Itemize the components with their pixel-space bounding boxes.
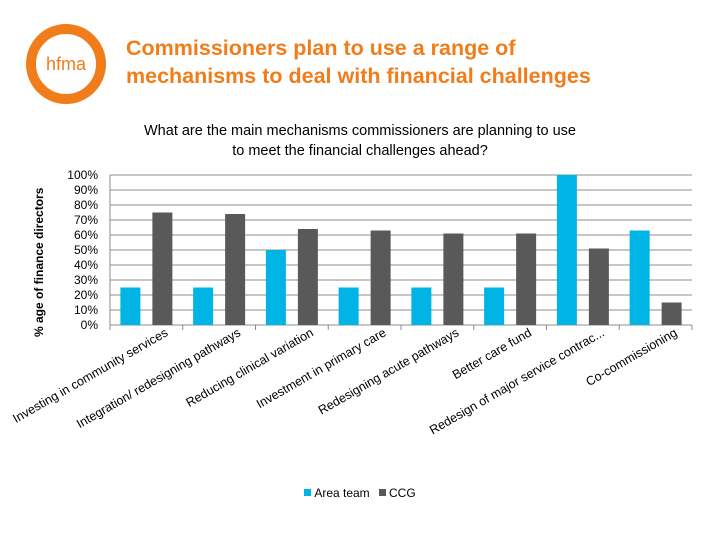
- legend-swatch-ccg: [379, 489, 387, 496]
- y-tick-label: 0%: [81, 318, 99, 332]
- bar-area-team: [120, 287, 141, 325]
- slide-title-line2: mechanisms to deal with financial challe…: [126, 64, 591, 88]
- bar-area-team: [193, 287, 214, 325]
- bar-area-team: [411, 287, 432, 325]
- bar-area-team: [265, 250, 286, 325]
- legend-item-area-team: Area team: [304, 486, 370, 500]
- bar-ccg: [516, 233, 537, 325]
- x-category-label: Reducing clinical variation: [184, 325, 316, 409]
- y-tick-label: 90%: [74, 183, 98, 197]
- y-tick-label: 20%: [74, 288, 98, 302]
- bar-ccg: [152, 212, 173, 325]
- slide-title: Commissioners plan to use a range of mec…: [126, 34, 706, 90]
- chart-title: What are the main mechanisms commissione…: [60, 121, 660, 161]
- y-tick-label: 70%: [74, 213, 98, 227]
- bar-area-team: [338, 287, 359, 325]
- y-tick-label: 50%: [74, 243, 98, 257]
- y-tick-label: 30%: [74, 273, 98, 287]
- bar-ccg: [588, 248, 609, 325]
- y-tick-label: 80%: [74, 198, 98, 212]
- y-tick-label: 10%: [74, 303, 98, 317]
- bar-area-team: [484, 287, 505, 325]
- logo-text: hfma: [46, 54, 87, 74]
- legend-label-ccg: CCG: [389, 486, 416, 500]
- chart-title-line1: What are the main mechanisms commissione…: [144, 123, 576, 139]
- hfma-logo: hfma: [26, 24, 106, 104]
- bar-area-team: [629, 230, 650, 325]
- legend-swatch-area-team: [304, 489, 312, 496]
- bar-chart: 0%10%20%30%40%50%60%70%80%90%100%Investi…: [10, 168, 693, 437]
- bar-ccg: [661, 302, 682, 325]
- legend: Area team CCG: [0, 486, 720, 500]
- chart-title-line2: to meet the financial challenges ahead?: [232, 143, 488, 159]
- y-tick-label: 40%: [74, 258, 98, 272]
- slide-title-line1: Commissioners plan to use a range of: [126, 36, 516, 60]
- bar-ccg: [370, 230, 391, 325]
- bar-ccg: [297, 229, 318, 325]
- legend-label-area-team: Area team: [314, 486, 370, 500]
- x-category-label: Investment in primary care: [254, 325, 389, 411]
- bar-ccg: [225, 214, 246, 325]
- bar-ccg: [443, 233, 464, 325]
- legend-item-ccg: CCG: [379, 486, 416, 500]
- y-tick-label: 100%: [67, 168, 98, 182]
- y-tick-label: 60%: [74, 228, 98, 242]
- bar-area-team: [556, 175, 577, 325]
- x-category-label: Redesigning acute pathways: [316, 325, 461, 417]
